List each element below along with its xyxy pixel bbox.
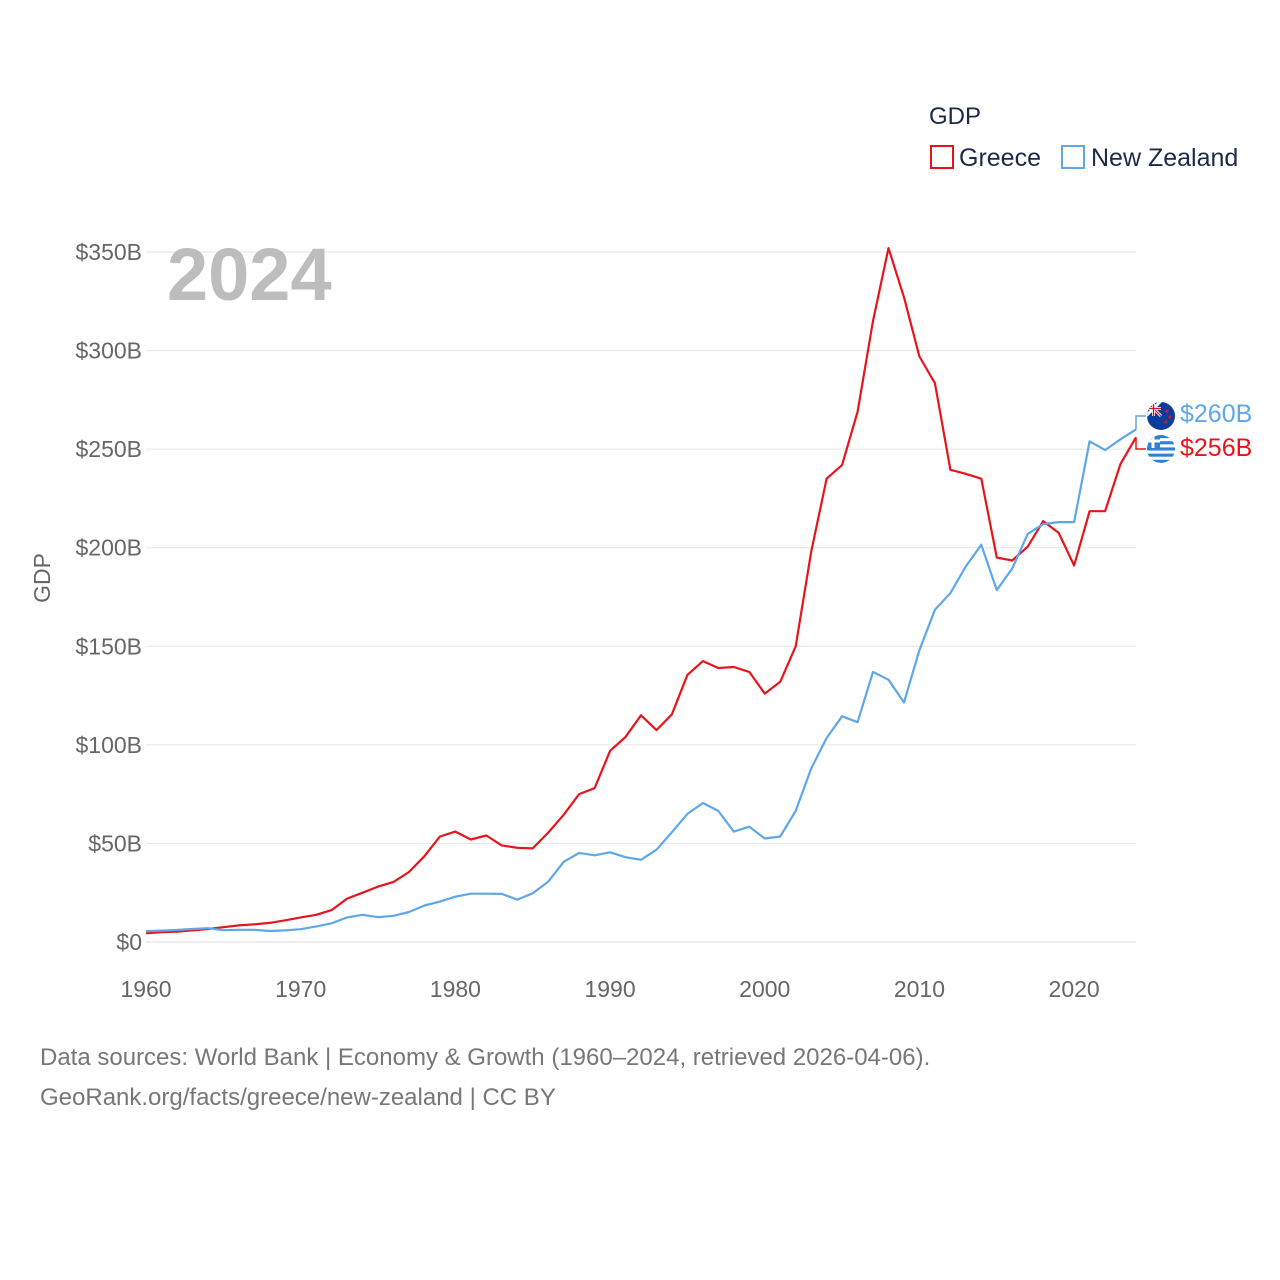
x-tick-label: 1960 [120,976,171,1002]
y-tick-label: $100B [75,732,142,758]
y-tick-label: $0 [116,929,142,955]
source-line-1: Data sources: World Bank | Economy & Gro… [40,1044,931,1071]
greece-leader-line [1135,437,1146,450]
series-line-greece[interactable] [145,247,1137,935]
legend-label-greece[interactable]: Greece [959,144,1041,172]
x-tick-label: 2010 [894,976,945,1002]
x-axis-ticks: 1960 1970 1980 1990 2000 2010 2020 [120,976,1099,1002]
y-tick-label: $350B [75,239,142,265]
y-axis-title: GDP [29,553,55,603]
y-tick-label: $50B [88,830,142,856]
y-tick-label: $200B [75,535,142,561]
end-markers: $260B $256B [1135,400,1252,463]
gridlines [146,251,1136,943]
new-zealand-flag-icon [1147,402,1175,430]
y-tick-label: $300B [75,338,142,364]
series-lines [145,247,1137,935]
legend: GDP Greece New Zealand [929,103,1238,172]
x-tick-label: 1980 [430,976,481,1002]
series-line-new-zealand[interactable] [145,428,1137,933]
year-watermark: 2024 [167,233,332,316]
legend-swatch-new-zealand[interactable] [1061,145,1085,169]
y-tick-label: $250B [75,436,142,462]
greece-end-value: $256B [1180,434,1252,462]
legend-swatch-greece[interactable] [930,145,954,169]
x-tick-label: 1970 [275,976,326,1002]
legend-title: GDP [929,103,981,130]
legend-label-new-zealand[interactable]: New Zealand [1091,144,1238,172]
greece-flag-icon [1147,435,1175,463]
x-tick-label: 1990 [584,976,635,1002]
x-tick-label: 2000 [739,976,790,1002]
nz-leader-line [1135,415,1146,430]
new-zealand-end-value: $260B [1180,400,1252,428]
y-tick-label: $150B [75,633,142,659]
source-line-2: GeoRank.org/facts/greece/new-zealand | C… [40,1084,556,1111]
y-axis-ticks: $0 $50B $100B $150B $200B $250B $300B $350B [75,239,142,955]
x-tick-label: 2020 [1049,976,1100,1002]
